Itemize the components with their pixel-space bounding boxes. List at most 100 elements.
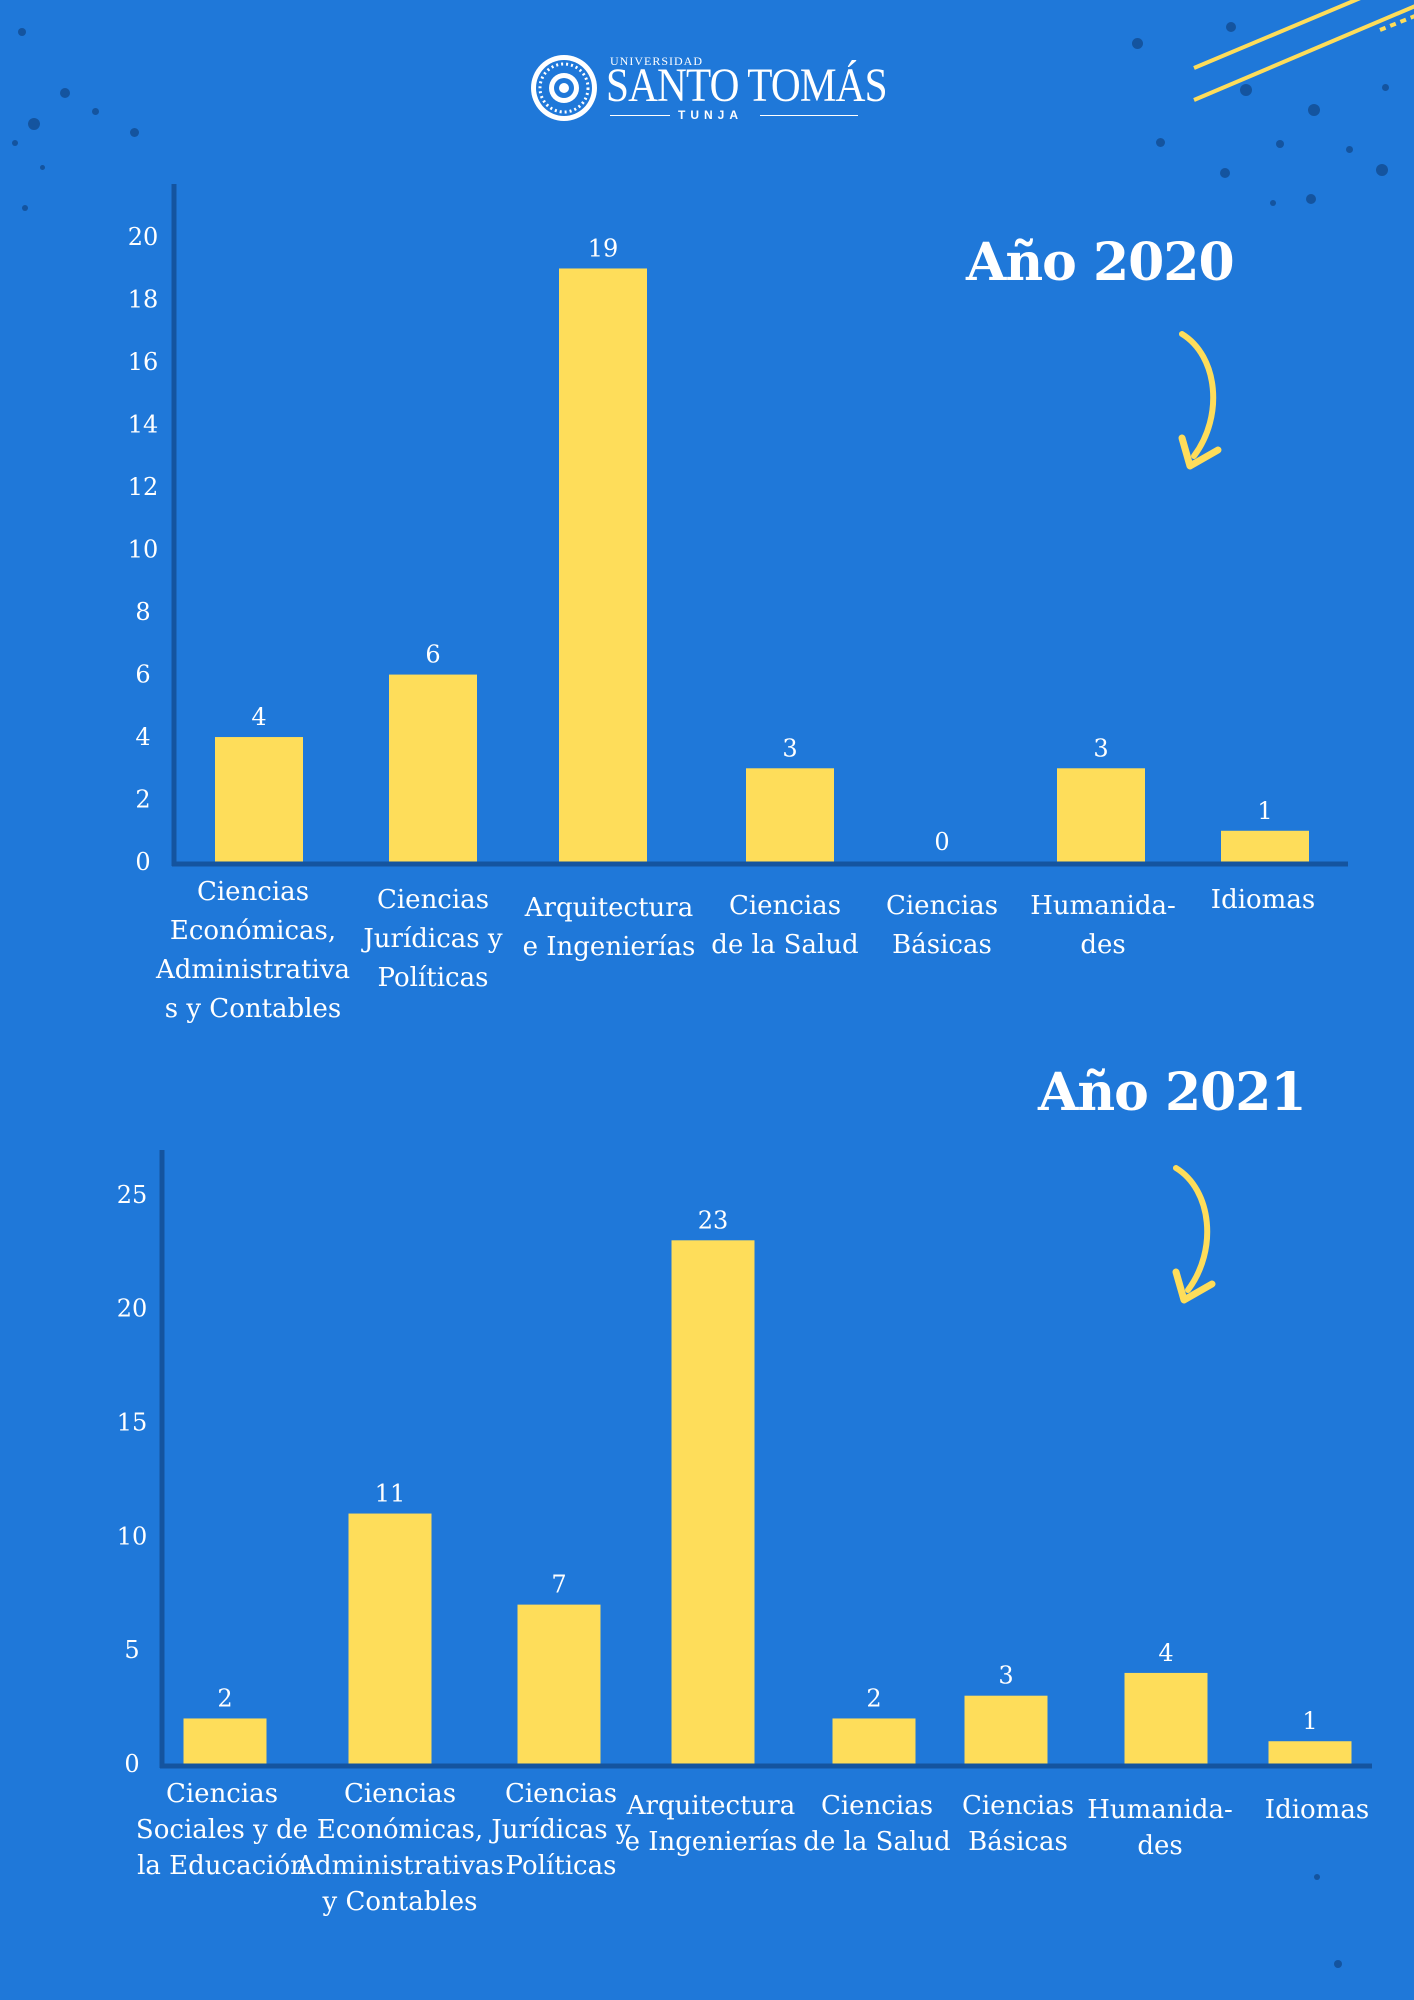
x-category-label-line: Políticas	[378, 963, 489, 993]
y-tick-label: 15	[117, 1408, 148, 1436]
x-category-label: Ciencias Económicas, Administrativas y Cont…	[295, 1779, 503, 1917]
data-label: 11	[375, 1480, 406, 1508]
x-category-label-line: Ciencias	[729, 891, 841, 921]
y-tick-label: 8	[135, 598, 150, 626]
x-category-label: Ciencias de la Salud	[803, 1791, 950, 1857]
bar-chart-2021: 0 5 10 15 20 25 2 Ciencias Sociales y de la Educa…	[117, 1150, 1372, 1917]
x-category-label: Humanida-des	[1087, 1795, 1233, 1861]
bar	[517, 1604, 601, 1764]
bar-chart-2020: 024681012141618204CienciasEconómicas,Adm…	[128, 184, 1348, 1024]
bar	[746, 768, 834, 862]
x-category-label-line: Básicas	[968, 1827, 1068, 1857]
x-category-label-line: e Ingenierías	[523, 932, 696, 962]
y-tick-label: 14	[128, 411, 159, 439]
bar	[671, 1240, 755, 1764]
data-label: 4	[1158, 1639, 1173, 1667]
data-label: 3	[1093, 734, 1108, 762]
curved-arrow-icon	[1172, 1165, 1216, 1304]
data-label: 1	[1302, 1707, 1317, 1735]
chart-title-2021: Año 2021	[1038, 1062, 1307, 1123]
bar	[559, 268, 647, 862]
x-category-label-line: Ciencias	[166, 1779, 278, 1809]
decorative-stripes	[1193, 0, 1414, 102]
y-tick-label: 5	[124, 1636, 139, 1664]
y-tick-label: 25	[117, 1181, 148, 1209]
bar	[1124, 1672, 1208, 1764]
x-category-label-line: des	[1137, 1831, 1182, 1861]
y-tick-label: 0	[124, 1750, 139, 1778]
logo-rule-left	[610, 115, 670, 116]
chart-title-2020: Año 2020	[966, 232, 1235, 293]
x-category-label-line: Idiomas	[1211, 885, 1315, 915]
x-category-label-line: Básicas	[892, 930, 992, 960]
y-tick-label: 16	[128, 348, 159, 376]
bar	[964, 1695, 1048, 1764]
data-label: 19	[588, 234, 619, 262]
x-category-label-line: de la Salud	[803, 1827, 950, 1857]
x-category-label: Ciencias Económicas, Administrativa s y Con…	[155, 877, 350, 1024]
x-category-label-line: Administrativa	[155, 955, 350, 985]
x-category-label: Ciencias Básicas	[962, 1791, 1074, 1857]
data-label: 3	[782, 734, 797, 762]
y-tick-label: 4	[135, 723, 150, 751]
x-category-label-line: Sociales y de	[136, 1815, 308, 1845]
y-tick-label: 10	[117, 1522, 148, 1550]
x-category-label: Ciencias Sociales y de la Educación	[136, 1779, 308, 1881]
x-category-label-line: Ciencias	[821, 1791, 933, 1821]
data-label: 2	[866, 1684, 881, 1712]
x-category-label: Arquitectura e Ingenierías	[523, 893, 696, 962]
logo-rule-right	[760, 115, 858, 116]
data-label: 3	[998, 1662, 1013, 1690]
data-label: 23	[698, 1206, 729, 1234]
x-category-label: Ciencias Básicas	[886, 891, 998, 960]
x-category-label-line: s y Contables	[165, 994, 342, 1024]
data-label: 1	[1257, 797, 1272, 825]
data-label: 0	[934, 828, 949, 856]
data-label: 6	[425, 641, 440, 669]
y-tick-label: 6	[135, 661, 150, 689]
curved-arrow-icon	[1178, 331, 1222, 470]
y-tick-label: 12	[128, 473, 159, 501]
x-category-label-line: de la Salud	[711, 930, 858, 960]
logo-university-label: UNIVERSIDAD	[610, 54, 703, 68]
x-category-label: Idiomas	[1211, 885, 1315, 915]
logo-city: TUNJA	[678, 108, 744, 122]
x-category-label-line: Jurídicas y	[360, 924, 503, 954]
y-tick-label: 10	[128, 536, 159, 564]
x-category-label-line: Económicas,	[170, 916, 336, 946]
bar	[183, 1718, 267, 1764]
data-label: 7	[551, 1571, 566, 1599]
bar	[348, 1513, 432, 1764]
x-category-label-line: la Educación	[137, 1851, 307, 1881]
x-category-label-line: y Contables	[322, 1887, 478, 1917]
bar	[389, 674, 477, 862]
logo-name: SANTO TOMÁS	[606, 59, 888, 112]
y-tick-label: 18	[128, 286, 159, 314]
x-category-label-line: Ciencias	[197, 877, 309, 907]
university-seal-icon	[531, 55, 597, 121]
x-category-label-line: Jurídicas y	[488, 1815, 631, 1845]
y-tick-label: 20	[128, 223, 159, 251]
data-label: 2	[217, 1684, 232, 1712]
y-tick-label: 0	[135, 848, 150, 876]
bar	[215, 737, 303, 862]
x-category-label-line: Ciencias	[886, 891, 998, 921]
x-category-label: Humanida-des	[1030, 891, 1176, 960]
university-logo: UNIVERSIDAD SANTO TOMÁS TUNJA	[528, 52, 888, 128]
bar	[1057, 768, 1145, 862]
x-category-label-line: Ciencias	[505, 1779, 617, 1809]
x-category-label-line: Ciencias	[962, 1791, 1074, 1821]
x-category-label-line: des	[1080, 930, 1125, 960]
x-category-label-line: Arquitectura	[626, 1791, 795, 1821]
x-category-label: Ciencias Jurídicas y Políticas	[488, 1779, 631, 1881]
y-tick-label: 2	[135, 786, 150, 814]
x-category-label-line: e Ingenierías	[625, 1827, 798, 1857]
x-category-label: Ciencias de la Salud	[711, 891, 858, 960]
x-category-label-line: Económicas,	[317, 1815, 483, 1845]
bar	[1221, 830, 1309, 862]
x-category-label-line: Políticas	[506, 1851, 617, 1881]
x-category-label-line: Ciencias	[377, 885, 489, 915]
x-category-label: Arquitectura e Ingenierías	[625, 1791, 798, 1857]
x-category-label-line: Ciencias	[344, 1779, 456, 1809]
x-category-label: Ciencias Jurídicas y Políticas	[360, 885, 503, 993]
